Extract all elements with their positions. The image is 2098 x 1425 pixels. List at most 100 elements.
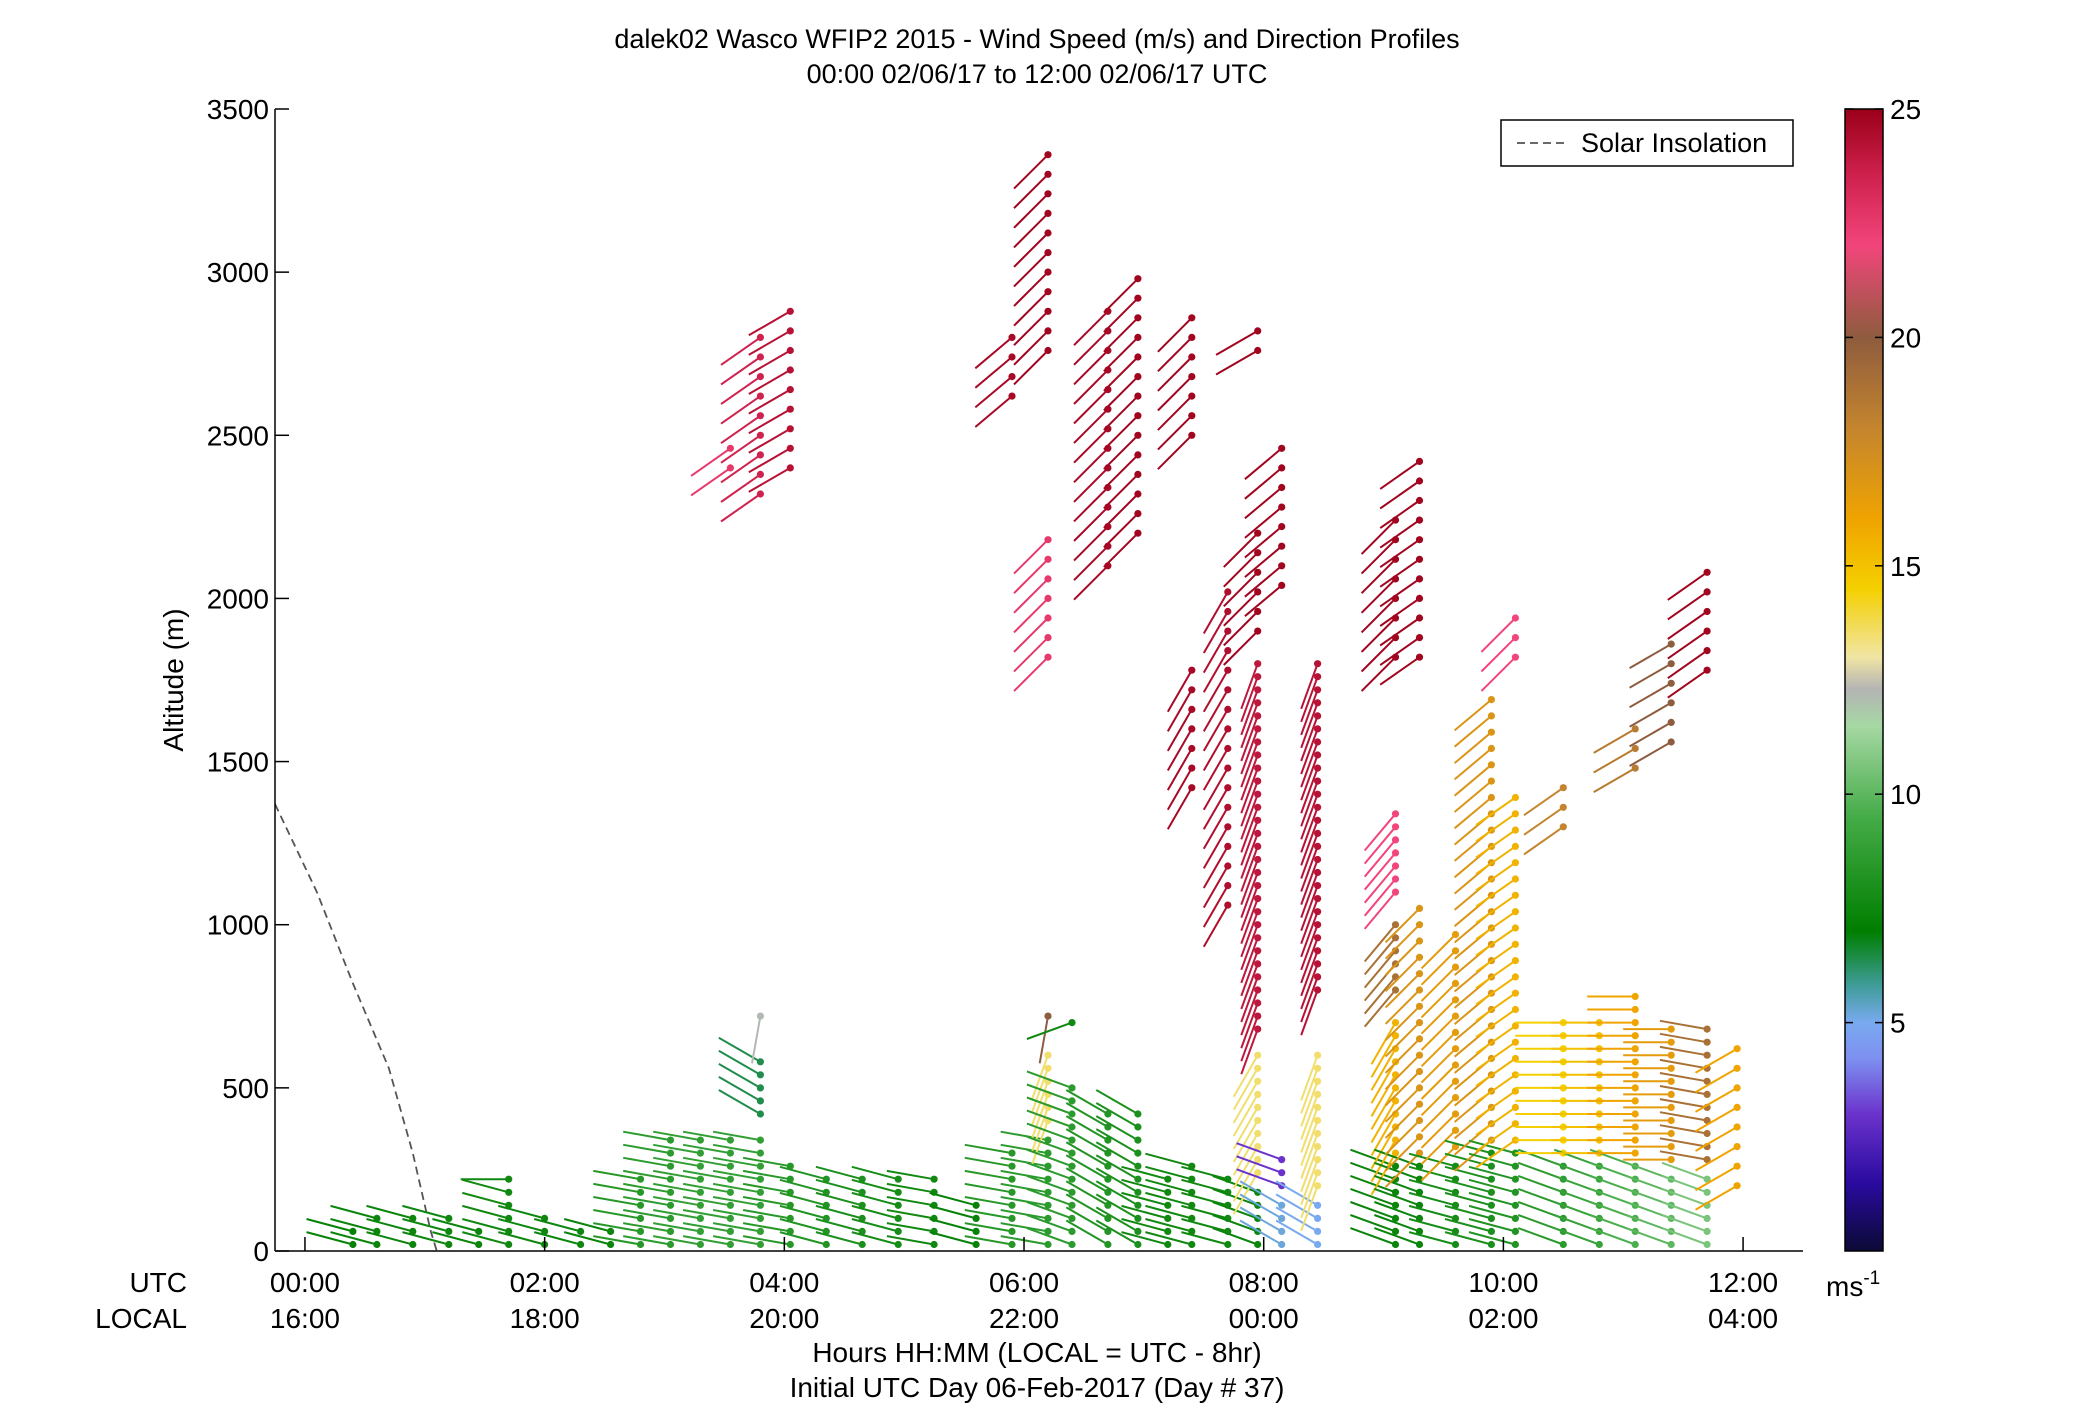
wind-barb-point xyxy=(1044,1012,1052,1020)
wind-barb-point xyxy=(1254,1169,1262,1177)
wind-barb-point xyxy=(726,1162,735,1170)
wind-barb-point xyxy=(1415,1116,1424,1125)
wind-barb-staff xyxy=(1370,1100,1397,1143)
wind-barb-point xyxy=(1631,1149,1639,1157)
wind-barb-point xyxy=(1008,392,1016,400)
wind-barb-staff xyxy=(1420,1064,1457,1100)
wind-barb-staff xyxy=(712,1182,761,1194)
wind-barb-staff xyxy=(1379,636,1421,666)
wind-barb-staff xyxy=(1300,898,1319,945)
wind-barb-staff xyxy=(1157,434,1193,470)
wind-barb-staff xyxy=(690,467,731,497)
wind-barb-staff xyxy=(1103,473,1139,510)
wind-barb-point xyxy=(1104,1175,1112,1183)
wind-barb-staff xyxy=(1300,741,1319,788)
wind-barb-staff xyxy=(1360,656,1397,692)
wind-barb-point xyxy=(1254,346,1262,355)
wind-barb-staff xyxy=(623,1209,671,1220)
wind-barb-point xyxy=(1254,1129,1262,1138)
wind-barb-staff xyxy=(1475,1025,1516,1055)
x-tick-label-utc: 00:00 xyxy=(270,1267,340,1298)
wind-barb-staff xyxy=(1166,787,1193,830)
wind-barb-staff xyxy=(1157,356,1193,392)
wind-barb-staff xyxy=(1300,1054,1319,1101)
wind-barb-staff xyxy=(1240,872,1259,918)
wind-barb-staff xyxy=(1026,1096,1073,1115)
wind-barb-staff xyxy=(1244,565,1283,598)
wind-barb-point xyxy=(1254,829,1262,838)
wind-barb-staff xyxy=(1202,610,1229,654)
wind-barb-staff xyxy=(1300,846,1319,892)
y-tick-label: 2500 xyxy=(207,420,269,451)
wind-barb-staff xyxy=(1667,571,1708,601)
wind-barb-staff xyxy=(1236,1142,1283,1161)
wind-barb-point xyxy=(1415,1188,1424,1196)
wind-barb-staff xyxy=(1240,793,1259,840)
wind-barb-staff xyxy=(1363,989,1397,1028)
wind-barb-staff xyxy=(1202,806,1229,850)
wind-barb-point xyxy=(1391,1240,1400,1249)
wind-barb-point xyxy=(373,1214,381,1222)
wind-barb-point xyxy=(1703,627,1711,635)
wind-barb-staff xyxy=(1030,1080,1049,1127)
wind-barb-staff xyxy=(653,1143,701,1155)
wind-barb-staff xyxy=(653,1209,701,1220)
wind-barb-staff xyxy=(1073,467,1109,503)
wind-barb-staff xyxy=(366,1204,414,1220)
wind-barb-point xyxy=(1451,1045,1460,1053)
wind-barb-point xyxy=(1254,816,1262,824)
wind-barb-point xyxy=(1451,1214,1460,1222)
wind-barb-staff xyxy=(1232,1106,1259,1150)
wind-barb-point xyxy=(1631,764,1639,772)
wind-barb-staff xyxy=(1240,1015,1259,1062)
wind-barb-point xyxy=(1703,1156,1711,1164)
wind-barb-staff xyxy=(533,1218,581,1233)
wind-barb-staff xyxy=(1374,1201,1420,1220)
wind-barb-staff xyxy=(1420,950,1457,986)
wind-barb-staff xyxy=(1363,878,1397,917)
wind-barb-staff xyxy=(623,1130,671,1142)
wind-barb-point xyxy=(1104,1110,1112,1118)
wind-barb-staff xyxy=(1420,933,1457,970)
wind-barb-point xyxy=(1164,1201,1172,1209)
wind-barb-point xyxy=(1224,588,1232,596)
wind-barb-staff xyxy=(1240,754,1259,801)
wind-barb-point xyxy=(1314,908,1322,916)
wind-barb-staff xyxy=(306,1231,354,1246)
wind-barb-staff xyxy=(1453,796,1493,830)
wind-barb-staff xyxy=(1240,898,1259,945)
wind-barb-point xyxy=(1278,1156,1286,1164)
wind-barb-point xyxy=(1188,392,1196,400)
wind-barb-staff xyxy=(682,1235,731,1246)
wind-barb-point xyxy=(1631,1032,1639,1040)
wind-barb-point xyxy=(445,1240,453,1249)
y-tick-label: 500 xyxy=(222,1073,269,1104)
wind-barb-staff xyxy=(748,310,791,337)
wind-barb-staff xyxy=(1625,1227,1672,1246)
wind-barb-staff xyxy=(1300,911,1319,958)
wind-barb-staff xyxy=(748,330,791,356)
wind-barb-staff xyxy=(720,454,761,484)
wind-barb-point xyxy=(607,1240,615,1249)
wind-barb-staff xyxy=(1444,1191,1492,1207)
wind-barb-staff xyxy=(1453,715,1493,748)
wind-barb-point xyxy=(1631,725,1639,733)
wind-barb-staff xyxy=(1661,1187,1708,1207)
wind-barb-point xyxy=(1391,1045,1400,1053)
colorbar-tick-label: 10 xyxy=(1890,779,1921,810)
wind-barb-point xyxy=(1559,1240,1567,1249)
wind-barb-point xyxy=(1188,666,1196,674)
wind-barb-point xyxy=(1134,1136,1142,1144)
wind-barb-staff xyxy=(1350,1201,1396,1220)
wind-barb-staff xyxy=(1026,1214,1073,1233)
wind-barb-staff xyxy=(1408,1178,1456,1194)
wind-barb-point xyxy=(1254,960,1262,968)
wind-barb-point xyxy=(1314,921,1322,929)
wind-barb-point xyxy=(1104,1240,1112,1249)
wind-barb-staff xyxy=(1145,1191,1193,1207)
wind-barb-staff xyxy=(1000,1169,1049,1181)
wind-barb-staff xyxy=(623,1235,671,1246)
wind-barb-staff xyxy=(1030,1094,1049,1140)
wind-barb-staff xyxy=(1166,708,1193,752)
wind-barb-staff xyxy=(1379,480,1421,510)
